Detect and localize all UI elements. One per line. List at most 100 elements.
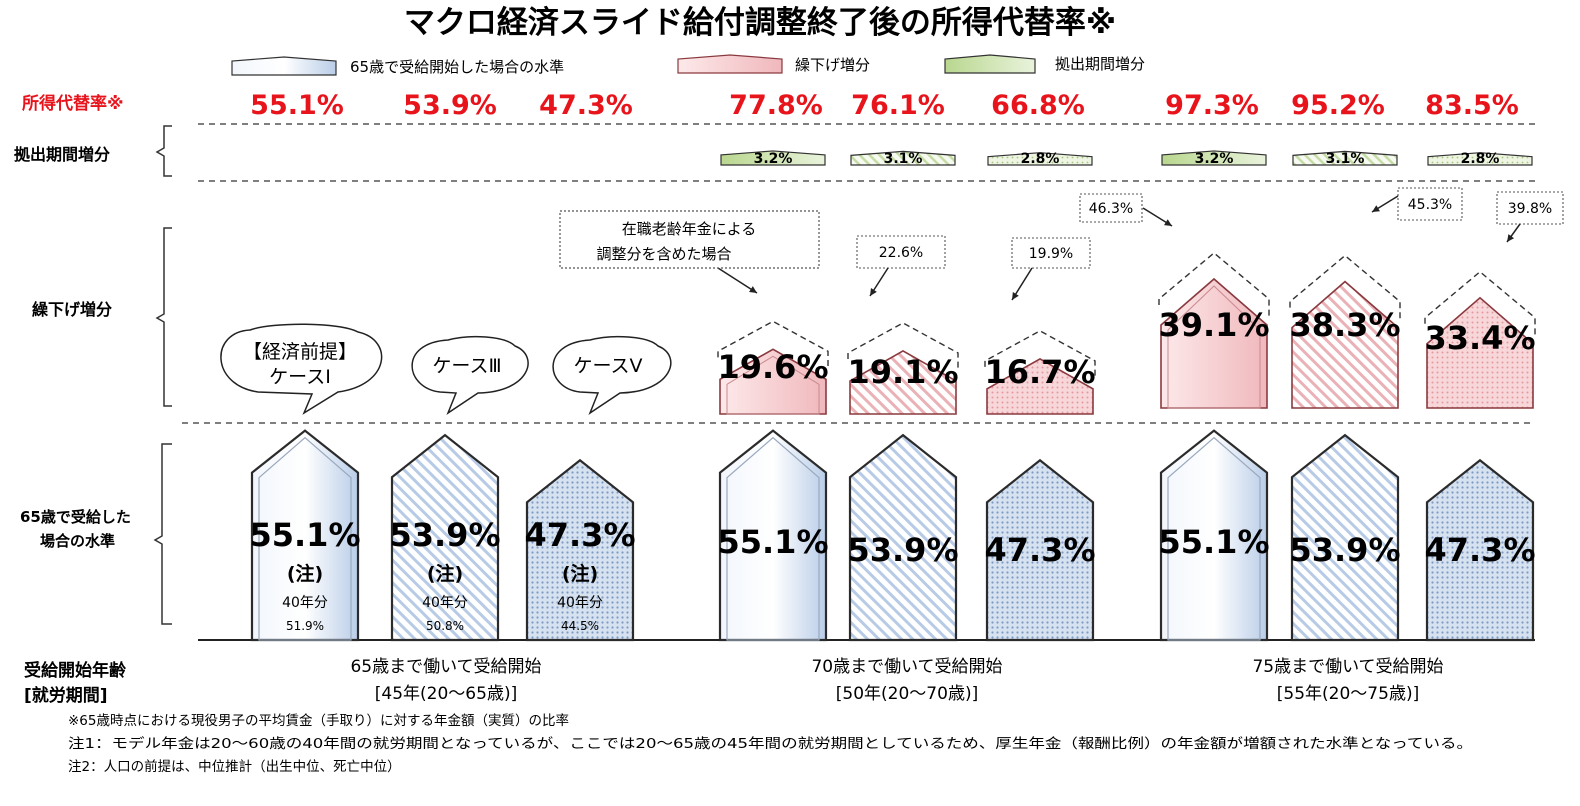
working-box-g3-b3 — [1496, 191, 1564, 225]
working-outline-g3-b3 — [1424, 270, 1536, 336]
total-label-g2-b2: 76.1% — [851, 90, 945, 121]
group-label-1-line2: [45年(20〜65歳)] — [375, 684, 517, 704]
case-callouts: 【経済前提】 ケースⅠ ケースⅢ ケースⅤ — [220, 323, 672, 415]
total-label-g3-b1: 97.3% — [1165, 90, 1259, 121]
deferral-bar-g3-b2 — [1291, 280, 1399, 409]
total-label-g3-b3: 83.5% — [1425, 90, 1519, 121]
note-box-line2: 調整分を含めた場合 — [596, 245, 731, 263]
group-label-2-line2: [50年(20〜70歳)] — [836, 684, 978, 704]
base-label-g1-b3: 47.3% — [524, 516, 635, 554]
working-label-g3-b2: 45.3% — [1408, 197, 1452, 213]
base-label-g3-b1: 55.1% — [1158, 523, 1269, 561]
legend: 65歳で受給開始した場合の水準 繰下げ増分 拠出期間増分 — [231, 54, 1145, 76]
footnote-1: ※65歳時点における現役男子の平均賃金（手取り）に対する年金額（実質）の比率 — [68, 712, 569, 729]
deferral-bar-g2-b3 — [986, 357, 1094, 415]
base-bar-inner-g3-b1 — [1167, 436, 1261, 641]
note-box: 在職老齢年金による 調整分を含めた場合 — [559, 210, 820, 269]
total-label-g1-b2: 53.9% — [403, 90, 497, 121]
deferral-bar-g2-b2 — [849, 350, 957, 415]
base-bar-inner-g2-b1 — [726, 436, 820, 641]
working-label-g2-b3: 19.9% — [1029, 246, 1073, 262]
deferral-label-g2-b2: 19.1% — [847, 353, 958, 391]
row-label-age-1: 受給開始年齢 — [24, 660, 127, 681]
deferral-label-g2-b3: 16.7% — [984, 353, 1095, 391]
chart-title: マクロ経済スライド給付調整終了後の所得代替率※ — [404, 5, 1116, 41]
forty-value-g1-b3: 44.5% — [561, 619, 599, 633]
base-label-g1-b1: 55.1% — [249, 516, 360, 554]
total-label-g1-b1: 55.1% — [250, 90, 344, 121]
group-label-1-line1: 65歳まで働いて受給開始 — [350, 657, 541, 677]
separators — [182, 123, 1535, 424]
working-arrowhead-g2-b1 — [749, 286, 757, 293]
base-note-g1-b2: (注) — [427, 562, 463, 585]
callout-case3-label: ケースⅢ — [432, 355, 501, 377]
legend-swatch-contribution — [944, 54, 1036, 74]
working-box-g2-b2 — [856, 235, 946, 269]
note-box-line1: 在職老齢年金による — [622, 220, 757, 238]
callout-case5-bubble — [552, 335, 672, 415]
working-arrowhead-g3-b2 — [1372, 205, 1380, 212]
deferral-bar-inner-g2-b1 — [726, 355, 820, 415]
callout-case1-line2: ケースⅠ — [269, 366, 331, 388]
working-outline-g3-b2 — [1289, 254, 1401, 320]
working-box-g2-b3 — [1011, 237, 1091, 269]
row-label-age-2: [就労期間] — [24, 685, 108, 706]
deferral-label-g3-b2: 38.3% — [1289, 306, 1400, 344]
base-label-g2-b3: 47.3% — [984, 531, 1095, 569]
contribution-bar-g3-b1 — [1161, 150, 1267, 166]
working-outline-g2-b2 — [847, 322, 959, 371]
contribution-bar-g2-b1 — [720, 150, 826, 166]
base-label-g2-b2: 53.9% — [847, 531, 958, 569]
deferral-label-g3-b3: 33.4% — [1424, 319, 1535, 357]
base-bar-inner-g1-b1 — [258, 436, 352, 641]
footnote-2: 注1：モデル年金は20〜60歳の40年間の就労期間となっているが、ここでは20〜… — [68, 735, 1473, 752]
contribution-label-g3-b1: 3.2% — [1195, 151, 1234, 167]
bars-layer: 55.1% 55.1% (注) 40年分 51.9% 53.9% 53.9% (注) 40年分 5… — [249, 90, 1564, 642]
base-note-g1-b1: (注) — [287, 562, 323, 585]
deferral-bar-inner-g3-b1 — [1167, 285, 1261, 409]
note-box-frame — [559, 210, 820, 269]
contribution-label-g2-b3: 2.8% — [1021, 151, 1060, 167]
forty-label-g1-b3: 40年分 — [557, 595, 603, 611]
row-label-base-1: 65歳で受給した — [20, 508, 131, 526]
forty-label-g1-b1: 40年分 — [282, 595, 328, 611]
contribution-bar-g3-b2 — [1292, 150, 1398, 166]
working-label-g3-b3: 39.8% — [1508, 201, 1552, 217]
legend-label-deferral: 繰下げ増分 — [795, 56, 870, 74]
legend-swatch-deferral — [677, 54, 783, 74]
contribution-bar-g2-b3 — [987, 152, 1093, 166]
forty-value-g1-b2: 50.8% — [426, 619, 464, 633]
total-label-g1-b3: 47.3% — [539, 90, 633, 121]
footnote-3: 注2：人口の前提は、中位推計（出生中位、死亡中位） — [68, 758, 401, 775]
total-label-g2-b1: 77.8% — [729, 90, 823, 121]
total-label-g3-b2: 95.2% — [1291, 90, 1385, 121]
row-label-base-2: 場合の水準 — [40, 532, 115, 550]
group-labels: 65歳まで働いて受給開始 [45年(20〜65歳)] 70歳まで働いて受給開始 … — [350, 657, 1443, 704]
callout-case1-bubble — [220, 323, 383, 415]
group-label-3-line2: [55年(20〜75歳)] — [1277, 684, 1419, 704]
contribution-bar-g2-b2 — [850, 150, 956, 166]
bracket-contribution — [155, 125, 172, 177]
contribution-label-g3-b2: 3.1% — [1326, 151, 1365, 167]
bracket-base — [153, 443, 172, 625]
working-arrowhead-g2-b2 — [870, 288, 877, 296]
base-bar-g1-b2 — [390, 433, 500, 642]
deferral-label-g2-b1: 19.6% — [717, 348, 828, 386]
base-note-g1-b3: (注) — [562, 562, 598, 585]
callout-case5-label: ケースⅤ — [573, 355, 642, 377]
working-arrowhead-g2-b3 — [1012, 292, 1019, 300]
callout-case3-bubble — [411, 335, 529, 415]
deferral-label-g3-b1: 39.1% — [1158, 306, 1269, 344]
base-bar-g3-b3 — [1425, 458, 1535, 642]
working-box-g3-b2 — [1397, 187, 1463, 221]
callout-case1-line1: 【経済前提】 — [243, 341, 357, 363]
base-bar-g1-b3 — [525, 458, 635, 642]
row-brackets — [153, 125, 172, 625]
group-label-2-line1: 70歳まで働いて受給開始 — [811, 657, 1002, 677]
forty-label-g1-b2: 40年分 — [422, 595, 468, 611]
row-label-total: 所得代替率※ — [22, 93, 124, 114]
contribution-label-g2-b2: 3.1% — [884, 151, 923, 167]
base-bar-g2-b2 — [848, 433, 958, 642]
working-label-g2-b2: 22.6% — [879, 245, 923, 261]
